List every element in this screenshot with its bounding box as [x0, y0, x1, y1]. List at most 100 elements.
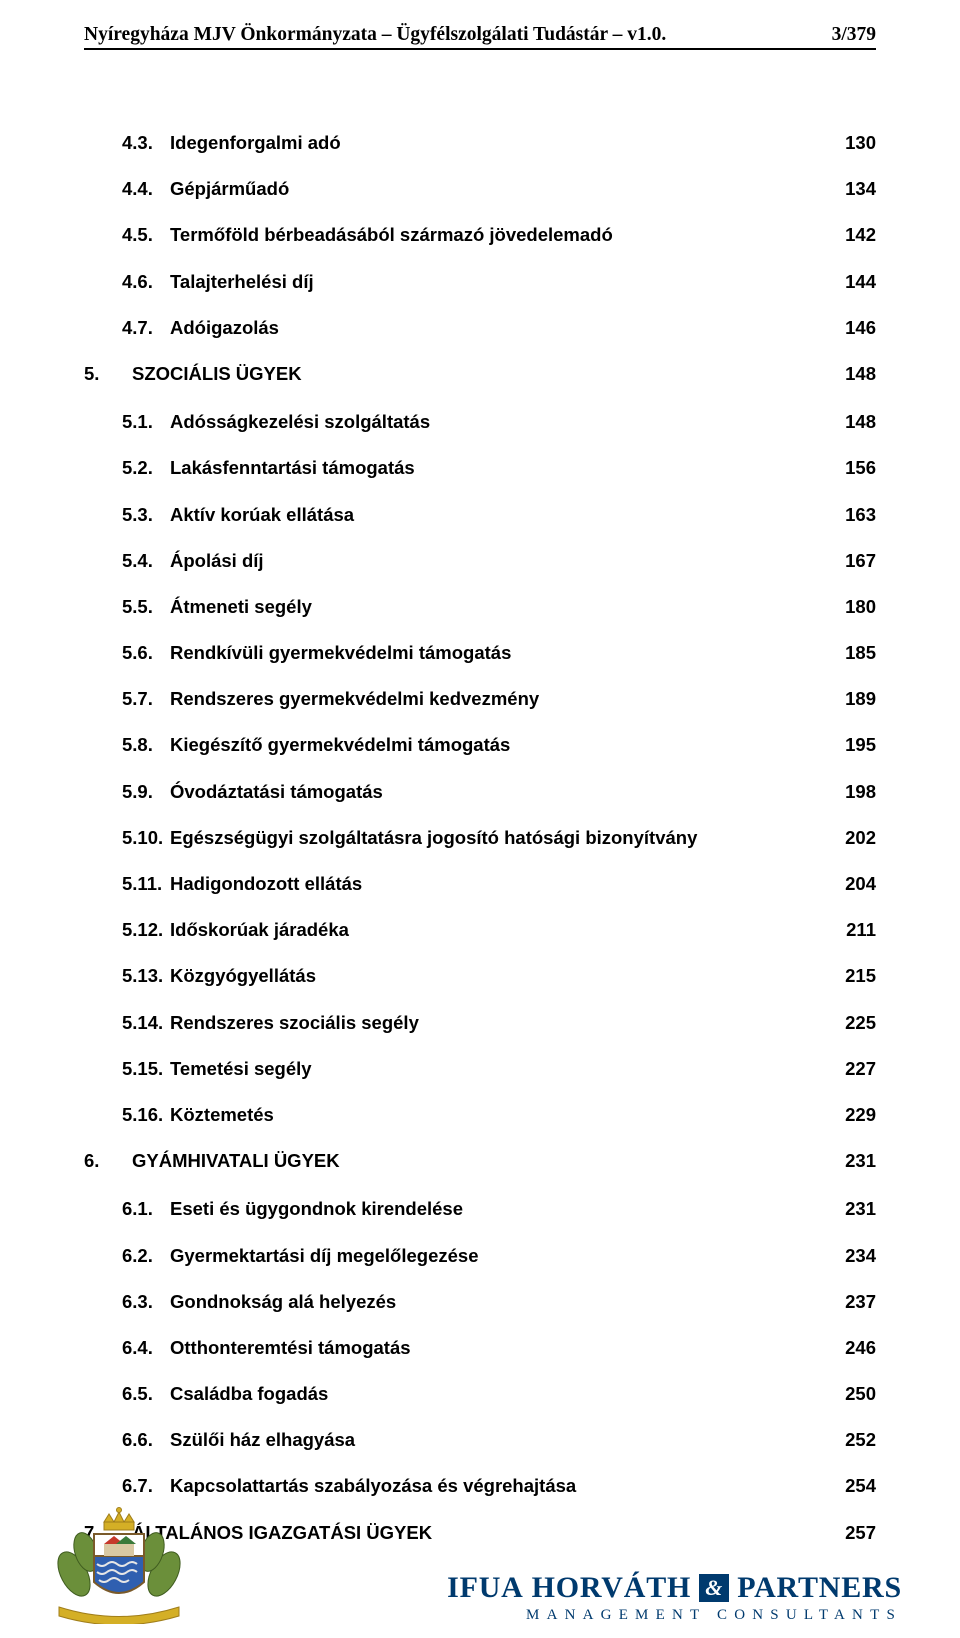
toc-title: Időskorúak járadéka [170, 919, 349, 941]
toc-title: Átmeneti segély [170, 596, 312, 618]
toc-row: 4.4.Gépjárműadó134 [84, 178, 876, 200]
toc-row: 5.10.Egészségügyi szolgáltatásra jogosít… [84, 827, 876, 849]
toc-row-left: 6.1.Eseti és ügygondnok kirendelése [122, 1198, 463, 1220]
toc-title: Termőföld bérbeadásából származó jövedel… [170, 224, 613, 246]
toc-number: 6.3. [122, 1291, 170, 1313]
toc-page: 231 [832, 1150, 876, 1172]
toc-row-left: 6.GYÁMHIVATALI ÜGYEK [84, 1150, 340, 1172]
toc-page: 156 [832, 457, 876, 479]
toc-row-left: 5.9.Óvodáztatási támogatás [122, 781, 383, 803]
toc-page: 250 [832, 1383, 876, 1405]
toc-row: 5.9.Óvodáztatási támogatás 198 [84, 781, 876, 803]
toc-number: 6.6. [122, 1429, 170, 1451]
toc-row-left: 6.3.Gondnokság alá helyezés [122, 1291, 396, 1313]
toc-row: 4.7.Adóigazolás146 [84, 317, 876, 339]
toc-number: 4.3. [122, 132, 170, 154]
toc-row: 5.3.Aktív korúak ellátása 163 [84, 504, 876, 526]
toc-title: GYÁMHIVATALI ÜGYEK [132, 1150, 340, 1172]
toc-row: 5.6.Rendkívüli gyermekvédelmi támogatás 1… [84, 642, 876, 664]
toc-row-left: 5.8.Kiegészítő gyermekvédelmi támogatás [122, 734, 510, 756]
toc-number: 4.6. [122, 271, 170, 293]
toc-page: 234 [832, 1245, 876, 1267]
toc-number: 6.5. [122, 1383, 170, 1405]
toc-title: Adósságkezelési szolgáltatás [170, 411, 430, 433]
toc-page: 146 [832, 317, 876, 339]
toc-row-left: 5.5.Átmeneti segély [122, 596, 312, 618]
toc-number: 5.1. [122, 411, 170, 433]
toc-number: 4.5. [122, 224, 170, 246]
toc-row-left: 5.SZOCIÁLIS ÜGYEK [84, 363, 302, 385]
toc-page: 130 [832, 132, 876, 154]
toc-row: 5.11.Hadigondozott ellátás204 [84, 873, 876, 895]
toc-page: 198 [832, 781, 876, 803]
toc-row-left: 6.5.Családba fogadás [122, 1383, 328, 1405]
toc-title: Kiegészítő gyermekvédelmi támogatás [170, 734, 510, 756]
toc-number: 5.6. [122, 642, 170, 664]
toc-row-left: 5.13.Közgyógyellátás [122, 965, 316, 987]
partner-name-1: IFUA [447, 1571, 524, 1605]
toc-title: Rendszeres gyermekvédelmi kedvezmény [170, 688, 539, 710]
toc-row-left: 5.4.Ápolási díj [122, 550, 264, 572]
toc-row-left: 5.6.Rendkívüli gyermekvédelmi támogatás [122, 642, 511, 664]
toc-title: Talajterhelési díj [170, 271, 314, 293]
toc-number: 6.2. [122, 1245, 170, 1267]
toc-title: Idegenforgalmi adó [170, 132, 341, 154]
toc-row-left: 5.16.Köztemetés [122, 1104, 274, 1126]
toc-page: 231 [832, 1198, 876, 1220]
toc-row: 5.8.Kiegészítő gyermekvédelmi támogatás1… [84, 734, 876, 756]
toc-number: 5. [84, 363, 132, 385]
toc-number: 5.16. [122, 1104, 170, 1126]
page-footer: IFUA HORVÁTH & PARTNERS MANAGEMENT CONSU… [0, 1484, 960, 1624]
table-of-contents: 4.3.Idegenforgalmi adó 130 4.4.Gépjárműadó… [84, 132, 876, 1544]
toc-number: 5.7. [122, 688, 170, 710]
toc-row: 5.15.Temetési segély 227 [84, 1058, 876, 1080]
toc-title: Otthonteremtési támogatás [170, 1337, 411, 1359]
toc-page: 215 [832, 965, 876, 987]
toc-row: 5.13.Közgyógyellátás 215 [84, 965, 876, 987]
toc-row: 6.4.Otthonteremtési támogatás246 [84, 1337, 876, 1359]
toc-row-left: 5.12.Időskorúak járadéka [122, 919, 349, 941]
toc-title: Temetési segély [170, 1058, 312, 1080]
toc-row-left: 4.4.Gépjárműadó [122, 178, 289, 200]
toc-page: 229 [832, 1104, 876, 1126]
toc-title: Rendkívüli gyermekvédelmi támogatás [170, 642, 511, 664]
toc-row: 5.14.Rendszeres szociális segély225 [84, 1012, 876, 1034]
toc-row-left: 6.6.Szülői ház elhagyása [122, 1429, 355, 1451]
toc-page: 237 [832, 1291, 876, 1313]
toc-page: 227 [832, 1058, 876, 1080]
toc-title: Aktív korúak ellátása [170, 504, 354, 526]
header-left: Nyíregyháza MJV Önkormányzata – Ügyfélsz… [84, 24, 666, 46]
toc-page: 189 [832, 688, 876, 710]
crest-icon [54, 1504, 184, 1624]
toc-row-left: 5.1.Adósságkezelési szolgáltatás [122, 411, 430, 433]
toc-row-left: 5.3.Aktív korúak ellátása [122, 504, 354, 526]
partner-name-3: PARTNERS [737, 1571, 902, 1605]
toc-number: 5.3. [122, 504, 170, 526]
toc-row: 5.1.Adósságkezelési szolgáltatás148 [84, 411, 876, 433]
toc-page: 163 [832, 504, 876, 526]
toc-title: Óvodáztatási támogatás [170, 781, 383, 803]
toc-page: 225 [832, 1012, 876, 1034]
toc-number: 4.4. [122, 178, 170, 200]
toc-title: Adóigazolás [170, 317, 279, 339]
toc-page: 148 [832, 363, 876, 385]
toc-row: 6.6.Szülői ház elhagyása252 [84, 1429, 876, 1451]
toc-title: SZOCIÁLIS ÜGYEK [132, 363, 302, 385]
toc-row: 5.SZOCIÁLIS ÜGYEK 148 [84, 363, 876, 385]
toc-title: Gondnokság alá helyezés [170, 1291, 396, 1313]
toc-page: 144 [832, 271, 876, 293]
partner-name: IFUA HORVÁTH & PARTNERS [447, 1571, 902, 1605]
toc-page: 167 [832, 550, 876, 572]
header-right: 3/379 [832, 24, 876, 46]
toc-page: 246 [832, 1337, 876, 1359]
ampersand-icon: & [699, 1574, 729, 1602]
toc-page: 185 [832, 642, 876, 664]
toc-row: 5.2.Lakásfenntartási támogatás156 [84, 457, 876, 479]
partner-tagline: MANAGEMENT CONSULTANTS [447, 1607, 902, 1624]
toc-title: Hadigondozott ellátás [170, 873, 362, 895]
toc-number: 5.9. [122, 781, 170, 803]
toc-title: Ápolási díj [170, 550, 264, 572]
toc-page: 202 [832, 827, 876, 849]
toc-row: 6.3.Gondnokság alá helyezés 237 [84, 1291, 876, 1313]
toc-row-left: 5.15.Temetési segély [122, 1058, 312, 1080]
